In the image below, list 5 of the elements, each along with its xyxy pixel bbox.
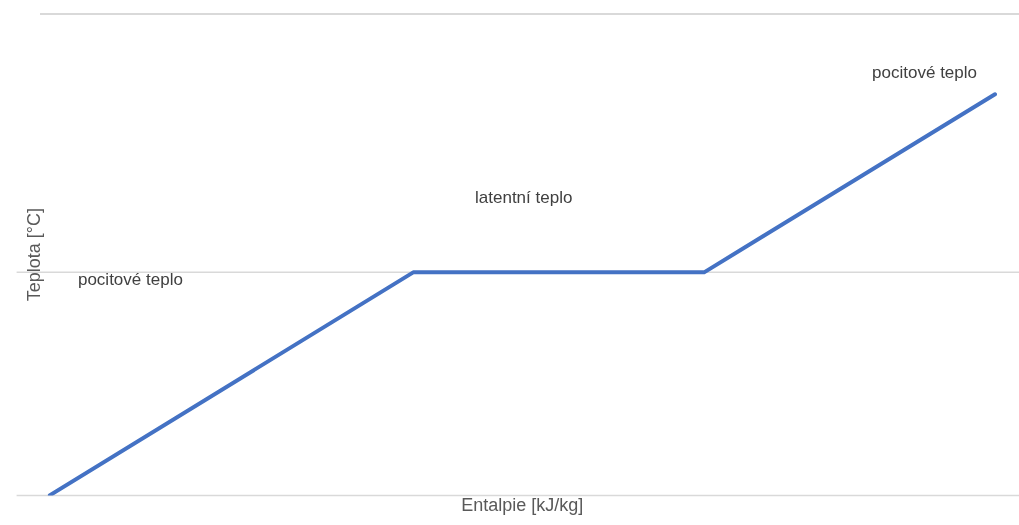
annotation: pocitové teplo xyxy=(77,269,183,289)
y-axis-title: Teplota [°C] xyxy=(23,208,44,302)
x-axis-title: Entalpie [kJ/kg] xyxy=(461,495,584,516)
text: pocitové teplo xyxy=(872,62,977,82)
annotation: latentní teplo xyxy=(475,187,573,207)
